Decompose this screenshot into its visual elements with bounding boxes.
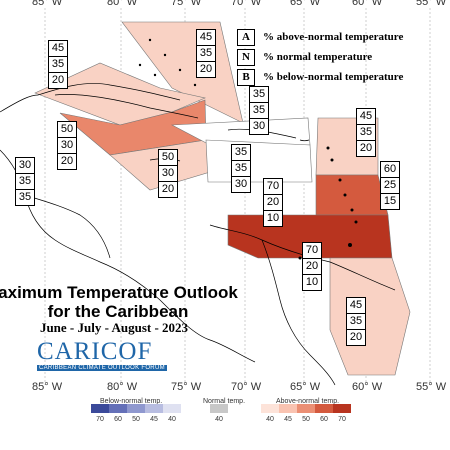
lon-label-top: 70° W	[231, 0, 262, 8]
scale-swatch-above	[315, 404, 333, 413]
scale-swatch-normal	[210, 404, 228, 413]
zone-guianas	[329, 257, 411, 376]
scale-swatch-above	[279, 404, 297, 413]
scale-label-above: Above-normal temp.	[276, 398, 340, 405]
legend-text-n: % normal temperature	[263, 51, 373, 63]
scale-tick: 60	[114, 416, 122, 423]
zone-box-central-america: 30 35 35	[15, 157, 35, 206]
lon-label-bottom: 60° W	[352, 381, 383, 393]
lon-label-bottom: 70° W	[231, 381, 262, 393]
logo-subtitle: CARIBBEAN CLIMATE OUTLOOK FORUM	[37, 365, 167, 371]
lon-label-bottom: 65° W	[290, 381, 321, 393]
legend-text-b: % below-normal temperature	[263, 71, 404, 83]
scale-tick: 45	[150, 416, 158, 423]
scale-tick: 50	[302, 416, 310, 423]
scale-tick: 60	[320, 416, 328, 423]
scale-tick: 70	[96, 416, 104, 423]
scale-swatch-below	[145, 404, 163, 413]
scale-swatch-below	[91, 404, 109, 413]
zone-box-cuba-west: 45 35 20	[48, 40, 68, 89]
zone-box-bahamas: 45 35 20	[196, 29, 216, 78]
lon-label-top: 85° W	[32, 0, 63, 8]
zone-box-trinidad-venezuela: 70 20 10	[302, 242, 322, 291]
lon-label-bottom: 80° W	[107, 381, 138, 393]
logo-main: CARICOF	[37, 338, 153, 365]
lon-label-bottom: 55° W	[416, 381, 447, 393]
scale-swatch-above	[333, 404, 351, 413]
zone-box-guianas: 45 35 20	[346, 297, 366, 346]
scale-tick: 45	[284, 416, 292, 423]
map-subtitle: June - July - August - 2023	[39, 320, 189, 335]
legend-key-b: B	[237, 68, 255, 86]
islands	[138, 38, 358, 260]
lon-label-top: 55° W	[416, 0, 447, 8]
zone-box-hispaniola: 35 35 30	[249, 86, 269, 135]
scale-swatch-below	[109, 404, 127, 413]
scale-tick: 70	[338, 416, 346, 423]
scale-tick: 40	[266, 416, 274, 423]
scale-swatch-above	[261, 404, 279, 413]
scale-swatch-above	[297, 404, 315, 413]
legend-key-a: A	[237, 28, 255, 46]
zone-box-lesser-antilles-north: 45 35 20	[356, 108, 376, 157]
scale-label-normal: Normal temp.	[203, 398, 246, 405]
caricof-logo: CARICOF CARIBBEAN CLIMATE OUTLOOK FORUM	[37, 338, 167, 371]
title-line-2: for the Caribbean	[47, 302, 189, 321]
lon-label-bottom: 75° W	[171, 381, 202, 393]
scale-label-below: Below-normal temp.	[100, 398, 163, 405]
zone-box-cayman: 50 30 20	[57, 121, 77, 170]
scale-swatch-below	[127, 404, 145, 413]
zone-box-puerto-rico: 70 20 10	[263, 178, 283, 227]
zone-box-windward-islands: 60 25 15	[380, 161, 400, 210]
lon-label-top: 80° W	[107, 0, 138, 8]
lon-label-top: 60° W	[352, 0, 383, 8]
lon-label-bottom: 85° W	[32, 381, 63, 393]
title-line-1: aximum Temperature Outlook	[0, 283, 238, 302]
zone-central-caribbean	[205, 139, 313, 183]
lon-label-top: 65° W	[290, 0, 321, 8]
legend-key-n: N	[237, 48, 255, 66]
scale-tick: 40	[215, 416, 223, 423]
probability-legend: A % above-normal temperature N % normal te…	[237, 27, 403, 87]
scale-tick: 50	[132, 416, 140, 423]
scale-tick: 40	[168, 416, 176, 423]
map-title: aximum Temperature Outlook for the Carib…	[0, 283, 248, 321]
lon-label-top: 75° W	[171, 0, 202, 8]
zone-box-central-caribbean: 35 35 30	[231, 144, 251, 193]
coastlines	[0, 83, 396, 386]
scale-swatch-below	[163, 404, 181, 413]
legend-text-a: % above-normal temperature	[263, 31, 404, 43]
zone-box-jamaica: 50 30 20	[158, 149, 178, 198]
